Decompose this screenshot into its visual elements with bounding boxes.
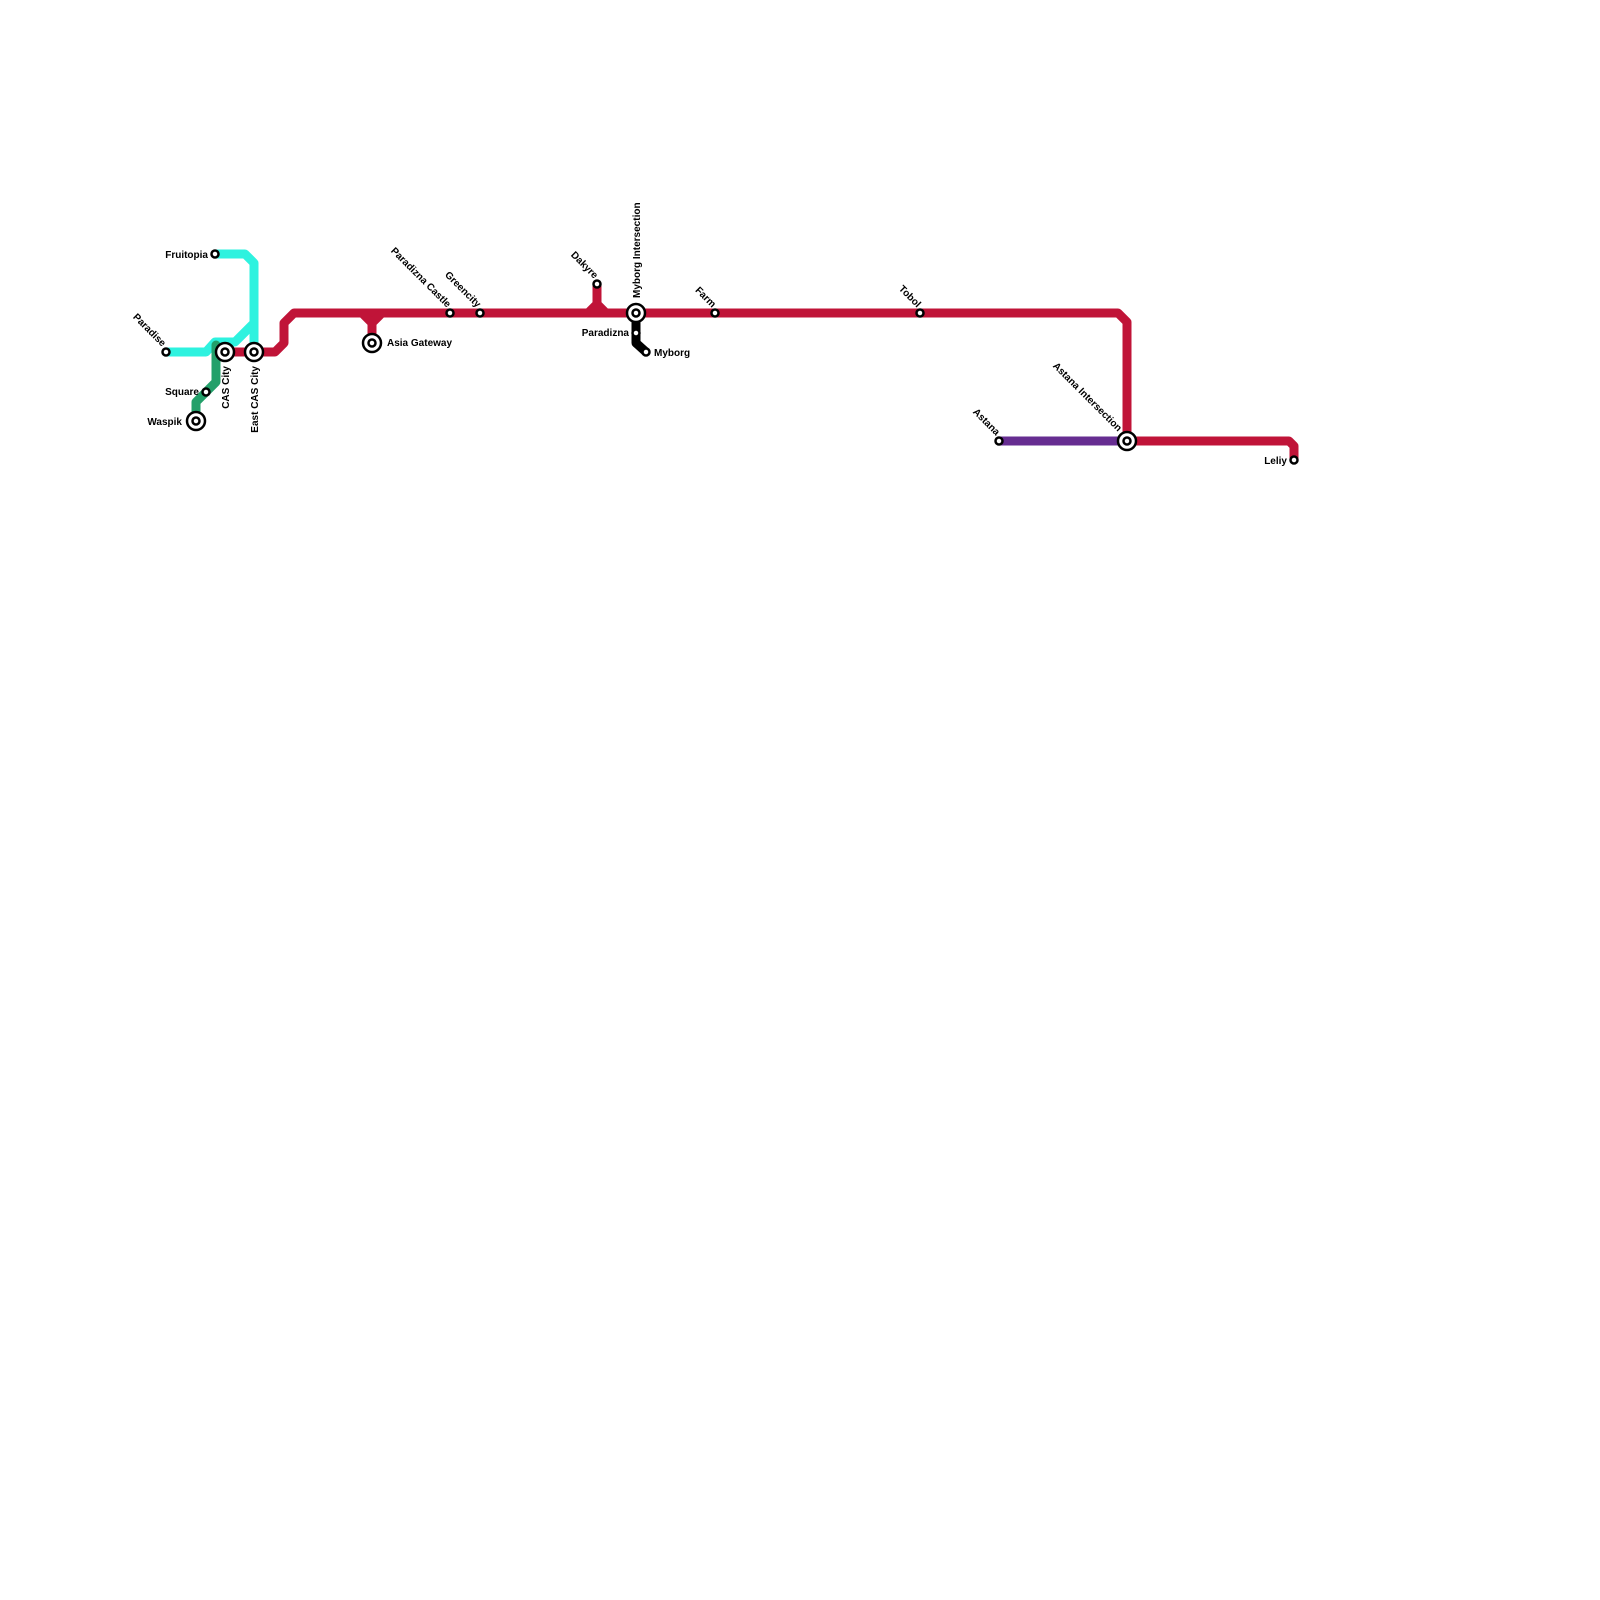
station-label: Leliy	[1264, 456, 1287, 467]
station-label: Paradizna	[582, 328, 630, 339]
station-label: Astana Intersection	[1050, 361, 1123, 434]
station-label: Myborg Intersection	[632, 202, 643, 298]
station-leliy[interactable]: Leliy	[1264, 455, 1299, 467]
station-dakyre[interactable]: Dakyre	[568, 250, 602, 289]
interchange-east-cas-city[interactable]: East CAS City	[243, 341, 265, 433]
station-label: Farm	[693, 285, 718, 310]
station-myborg[interactable]: Myborg	[641, 347, 691, 359]
station-label: Myborg	[654, 348, 690, 359]
interchange-asia-gateway[interactable]: Asia Gateway	[361, 332, 452, 354]
station-paradizna[interactable]: Paradizna	[582, 328, 641, 339]
red-line	[220, 308, 1299, 465]
cyan-line	[161, 249, 259, 357]
station-fruitopia[interactable]: Fruitopia	[165, 249, 220, 261]
station-label: CAS City	[221, 366, 232, 409]
station-label: Dakyre	[568, 250, 600, 282]
red-branch-dakyre	[583, 279, 611, 318]
station-label: Asia Gateway	[387, 338, 452, 349]
station-label: Astana	[970, 407, 1002, 439]
interchange-myborg-intersection[interactable]: Myborg Intersection	[625, 202, 647, 324]
station-label: Waspik	[147, 417, 182, 428]
station-label: Fruitopia	[165, 250, 208, 261]
station-label: Tobol	[896, 284, 923, 311]
station-square[interactable]: Square	[165, 387, 211, 398]
interchange-waspik[interactable]: Waspik	[147, 410, 207, 432]
station-label: Square	[165, 387, 199, 398]
station-astana[interactable]: Astana	[970, 407, 1004, 446]
station-label: Paradise	[130, 312, 168, 350]
station-label: East CAS City	[250, 366, 261, 433]
station-paradizna-castle[interactable]: Paradizna Castle	[388, 246, 455, 318]
interchange-cas-city[interactable]: CAS City	[214, 341, 236, 409]
station-paradise[interactable]: Paradise	[130, 312, 171, 357]
